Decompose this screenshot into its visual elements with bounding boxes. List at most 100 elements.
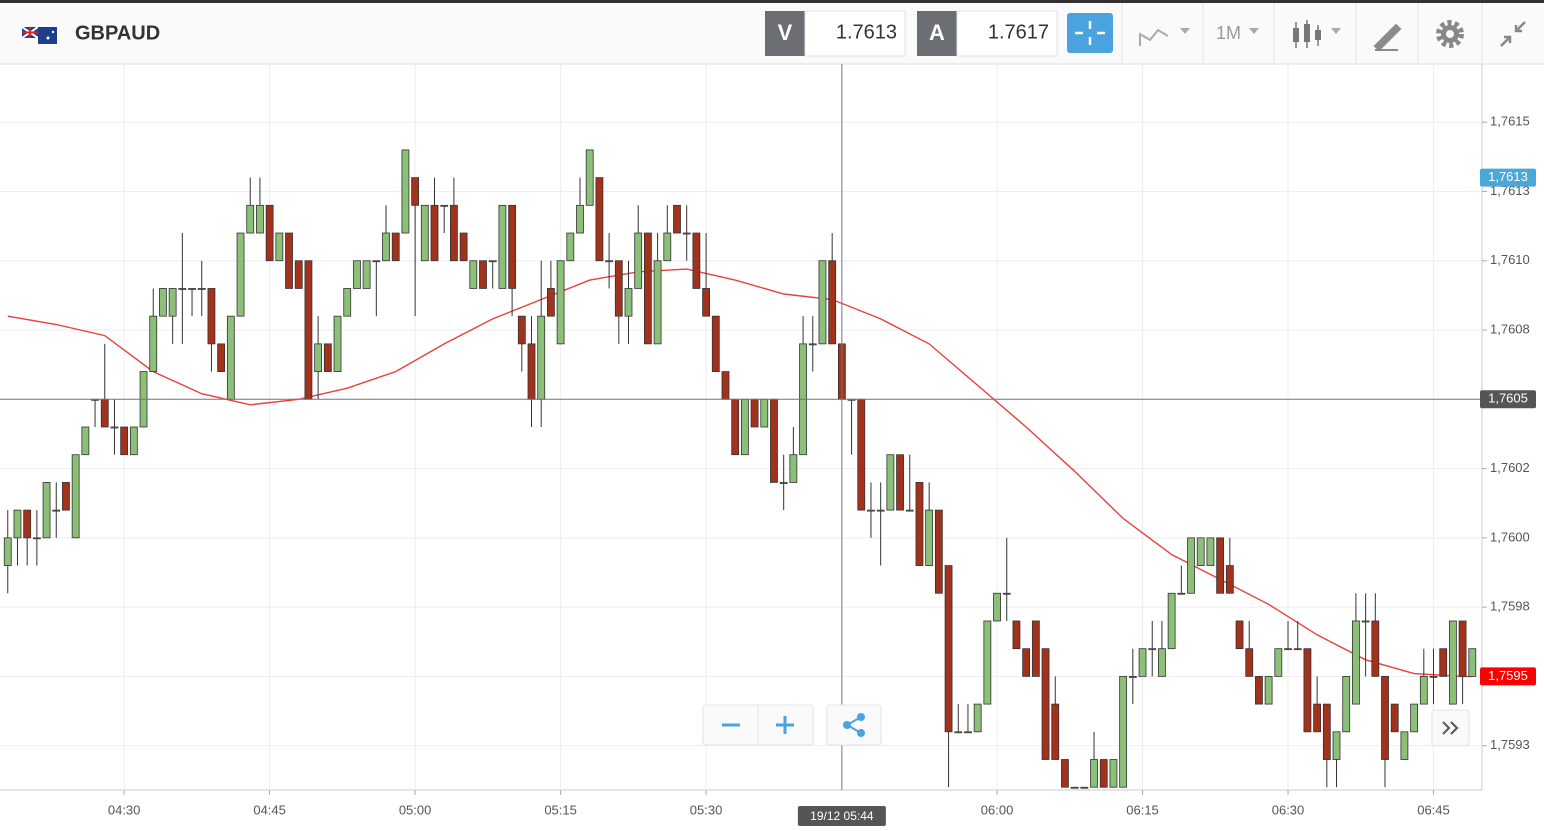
candle-body: [479, 260, 487, 289]
candle-body: [779, 482, 788, 484]
candle-body: [760, 398, 769, 428]
ask-button[interactable]: [917, 11, 957, 56]
candle-body: [469, 260, 478, 289]
y-tick-label: 1,7600: [1490, 529, 1530, 544]
candle-body: [1225, 565, 1234, 594]
candle-body: [614, 260, 623, 317]
candle-body: [702, 288, 710, 317]
icon-wicks: [1295, 20, 1319, 48]
candle-body: [789, 454, 798, 483]
scroll-end-icon: [1442, 721, 1459, 735]
x-tick-label: 06:15: [1126, 802, 1159, 817]
candle-style-button[interactable]: [1293, 20, 1341, 48]
gear-hole: [1446, 30, 1454, 38]
candle-body: [1274, 648, 1283, 677]
share-box: [826, 704, 882, 746]
candle-body: [1002, 592, 1011, 595]
candle-body: [905, 509, 914, 512]
candle-body: [964, 731, 972, 734]
bid-button[interactable]: [765, 11, 805, 56]
candle-body: [1410, 703, 1419, 733]
candle-body: [498, 204, 507, 289]
x-tick-label: 06:45: [1417, 802, 1450, 817]
x-tick-label: 06:30: [1272, 802, 1305, 817]
candle-body: [304, 260, 313, 400]
candle-body: [420, 204, 429, 262]
crosshair-tag-label: 1,7605: [1488, 391, 1528, 406]
candle-body: [285, 232, 293, 289]
x-tick-label: 05:15: [544, 802, 577, 817]
candle-body: [459, 232, 468, 262]
candle-body: [372, 260, 381, 263]
candle-body: [246, 204, 255, 234]
toolbar: GBPAUD V 1.7613 A 1.7617 1M: [0, 0, 1544, 65]
candle-body: [818, 260, 827, 345]
share-button[interactable]: [843, 713, 865, 737]
candle-body: [1080, 786, 1089, 789]
share-dot: [857, 713, 865, 721]
flag-cross-red: [22, 27, 38, 38]
y-tick-label: 1,7613: [1490, 183, 1530, 198]
candle-body: [566, 232, 575, 262]
candle-body: [1022, 648, 1031, 677]
candle-body: [129, 426, 138, 456]
candle-body: [547, 288, 555, 317]
settings-button[interactable]: [1436, 20, 1464, 48]
candle-body: [275, 232, 284, 262]
candle-body: [1167, 592, 1176, 650]
crosshair-button[interactable]: [1067, 13, 1113, 53]
candle-body: [217, 343, 226, 372]
candle-body: [867, 509, 875, 512]
candle-body: [1109, 759, 1118, 788]
crosshair-tag: [1480, 390, 1536, 409]
candle-body: [721, 371, 730, 400]
candle-body: [256, 204, 264, 234]
candle-body: [1235, 620, 1244, 650]
plot: 1,7615 1,7613 1,7610 1,7608 1,7605 1,7602 1,76…: [0, 64, 1536, 826]
timeframe[interactable]: 1M: [1216, 23, 1241, 43]
candle-body: [1216, 537, 1225, 594]
scroll-end-box[interactable]: [1431, 709, 1470, 747]
candle-body: [1342, 675, 1351, 733]
y-tick-label: 1,7615: [1490, 114, 1530, 129]
candle-body: [430, 204, 439, 262]
candle-body: [1400, 731, 1409, 760]
dropdown-arrow: [1249, 28, 1259, 34]
x-tick-label: 04:45: [253, 802, 286, 817]
candle-body: [236, 232, 245, 317]
candle-body: [440, 204, 449, 207]
candle-body: [13, 509, 22, 539]
dropdown-arrow: [1331, 28, 1341, 34]
candle-body: [197, 288, 206, 290]
collapse-button[interactable]: [1500, 21, 1526, 47]
candle-body: [576, 204, 584, 234]
candle-body: [294, 260, 303, 289]
top-border: [0, 0, 1544, 3]
candle-body: [1419, 675, 1428, 705]
zoom-controls: [702, 704, 1470, 747]
candle-body: [983, 620, 992, 705]
candle-body: [488, 260, 497, 263]
candle-body: [1284, 648, 1292, 651]
draw-button[interactable]: [1373, 23, 1402, 52]
flag-icon: [21, 26, 57, 44]
candle-body: [1245, 648, 1254, 677]
x-tick-label: 06:00: [981, 802, 1014, 817]
candle-body: [207, 288, 216, 345]
candle-body: [1429, 675, 1438, 678]
candle-body: [770, 398, 778, 483]
candle-body: [808, 343, 817, 346]
price-tag: [1480, 667, 1536, 686]
share-dot: [857, 729, 865, 737]
chart-type-button[interactable]: [1139, 28, 1190, 46]
flag-star: [51, 30, 55, 34]
candle-body: [605, 260, 613, 263]
candle-body: [857, 398, 866, 511]
candle-body: [382, 232, 390, 262]
candle-body: [517, 315, 526, 345]
zoom-in-button[interactable]: [776, 716, 794, 734]
candle-body: [52, 509, 61, 512]
ask-box: [956, 10, 1058, 57]
candle-body: [896, 454, 904, 511]
